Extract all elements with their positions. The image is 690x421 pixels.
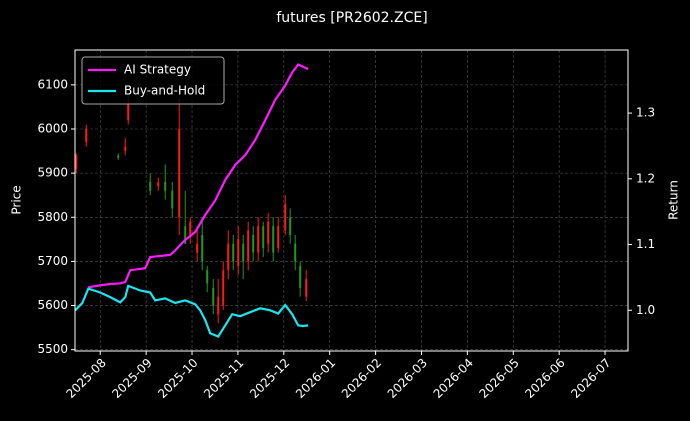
legend-label: AI Strategy [124,63,191,77]
y2-tick-label: 1.2 [636,171,655,185]
y-axis-label: Price [10,185,24,214]
line-series [74,284,309,338]
candle-body [227,243,230,271]
y-tick-label: 5500 [37,342,68,356]
candle-body [217,296,220,315]
y-tick-label: 5900 [37,166,68,180]
candle-body [75,155,78,169]
candle-body [196,243,199,253]
legend: AI Strategy Buy-and-Hold [81,56,225,105]
candle-body [305,279,308,297]
chart-title: futures [PR2602.ZCE] [276,10,427,26]
candle-body [206,270,209,284]
candle-body [267,221,270,244]
y2-tick-label: 1.3 [636,106,655,120]
y-tick-label: 5800 [37,210,68,224]
candle-body [189,221,192,235]
y2-tick-label: 1.0 [636,303,655,317]
candle-body [252,234,255,253]
candle-body [257,226,260,253]
candle-body [171,190,174,209]
candle-body [237,239,240,266]
candle-body [277,226,280,249]
candle-body [212,287,215,306]
candle-body [85,129,88,143]
plot-frame [74,49,629,352]
y-tick-label: 6100 [37,77,68,91]
candle-body [272,226,275,253]
candle-body [164,181,167,191]
candle-body [284,204,287,231]
y2-tick-label: 1.1 [636,237,655,251]
candle-body [117,155,120,158]
y-tick-label: 5700 [37,254,68,268]
candle-body [262,226,265,249]
line-series [88,63,309,289]
legend-box [81,56,225,105]
candle-body [289,217,292,235]
y2-axis-label: Return [667,180,681,220]
candle-body [232,243,235,262]
candle-body [149,181,152,191]
candle-body [127,102,130,121]
candle-body [242,243,245,262]
candle-body [124,146,127,152]
candle-body [178,129,181,218]
candle-body [294,243,297,262]
y-tick-label: 6000 [37,122,68,136]
candle-body [157,181,160,187]
candle-body [184,226,187,244]
candle-body [247,230,250,262]
candle-body [299,265,302,288]
y-tick-label: 5600 [37,298,68,312]
candle-body [222,270,225,306]
legend-label: Buy-and-Hold [124,84,205,98]
candle-body [201,234,204,262]
